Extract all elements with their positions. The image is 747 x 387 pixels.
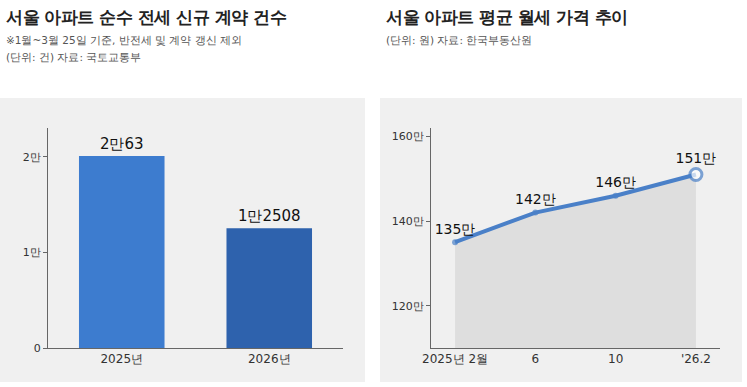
html-text:서울 아파트 평균 월세 가격 추이: 서울 아파트 평균 월세 가격 추이 [386, 7, 628, 27]
svg-text:2026년: 2026년 [248, 352, 291, 366]
svg-text:2만: 2만 [23, 151, 41, 164]
svg-text:160만: 160만 [392, 130, 424, 143]
html-text:서울 아파트 순수 전세 신규 계약 건수: 서울 아파트 순수 전세 신규 계약 건수 [6, 7, 286, 27]
svg-text:2만63: 2만63 [100, 135, 144, 153]
svg-text:6: 6 [532, 352, 540, 366]
svg-text:120만: 120만 [392, 300, 424, 313]
svg-text:'26.2: '26.2 [681, 352, 711, 366]
svg-text:142만: 142만 [515, 191, 556, 207]
svg-text:1만2508: 1만2508 [238, 207, 301, 225]
svg-text:0: 0 [34, 342, 41, 355]
svg-text:140만: 140만 [392, 215, 424, 228]
html-text:(단위: 원) 자료: 한국부동산원: (단위: 원) 자료: 한국부동산원 [386, 34, 533, 46]
svg-text:146만: 146만 [595, 174, 636, 190]
svg-text:2025년: 2025년 [100, 352, 143, 366]
svg-text:2025년 2월: 2025년 2월 [422, 352, 488, 366]
svg-text:10: 10 [608, 352, 623, 366]
svg-text:135만: 135만 [435, 221, 476, 237]
html-text:(단위: 건) 자료: 국토교통부: (단위: 건) 자료: 국토교통부 [6, 51, 142, 63]
svg-text:1만: 1만 [23, 246, 41, 259]
html-text:※1월~3월 25일 기준, 반전세 및 계약 갱신 제외: ※1월~3월 25일 기준, 반전세 및 계약 갱신 제외 [6, 34, 242, 46]
svg-text:151만: 151만 [676, 150, 717, 166]
